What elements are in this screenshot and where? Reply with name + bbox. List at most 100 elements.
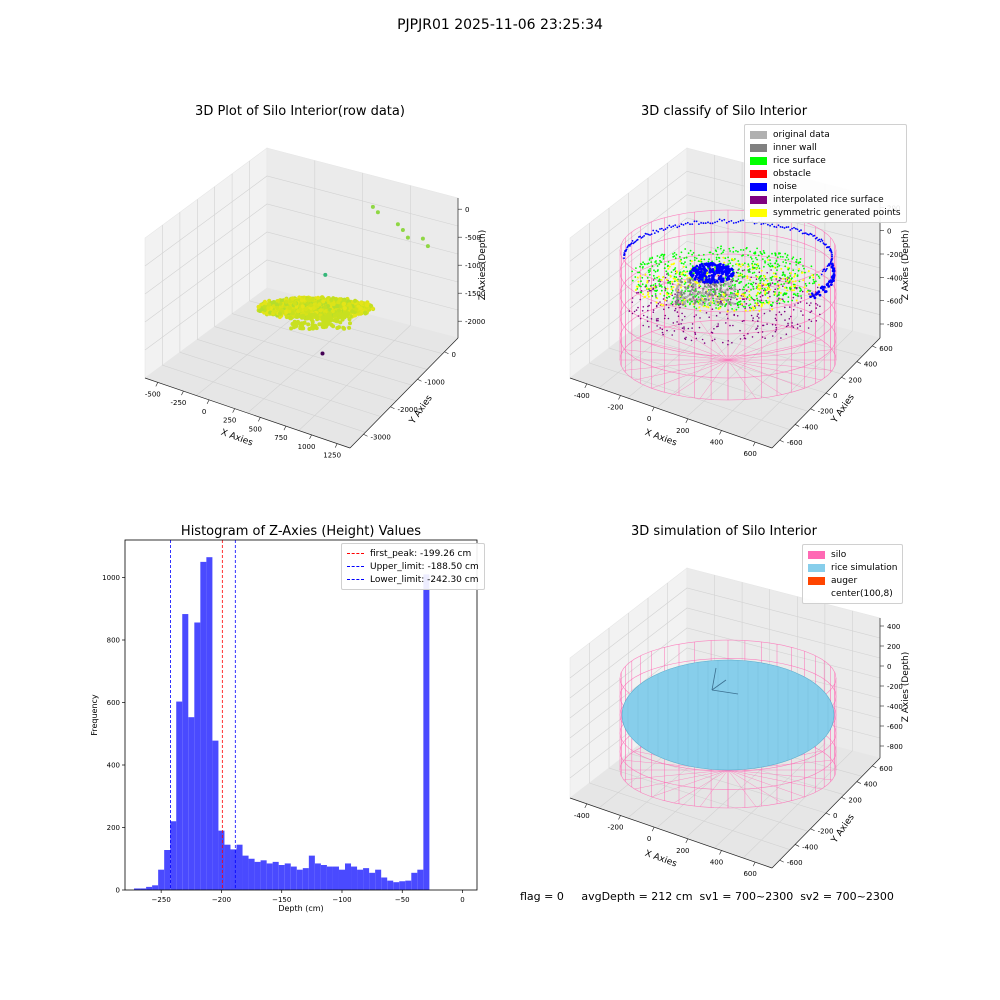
interpolated-point [715,314,718,317]
noise-point [694,267,697,270]
interpolated-point [757,331,760,334]
interpolated-point [776,302,778,305]
surface-point [310,320,315,325]
inner-wall-point [720,294,723,298]
z-tick-label: -600 [887,723,903,731]
symmetric-point [662,276,664,279]
rice-surface-point [718,292,720,295]
interpolated-point [652,311,655,313]
rice-surface-point [784,265,787,268]
interpolated-point [761,336,764,338]
noise-point [709,222,712,225]
legend-swatch [750,156,767,165]
rice-surface-point [687,287,689,290]
legend-swatch [750,208,767,217]
figure-title: PJPJR01 2025-11-06 23:25:34 [397,17,603,33]
interpolated-point [732,324,734,327]
rice-surface-point [779,255,782,258]
interpolated-point [708,316,710,318]
inner-wall-point [728,302,731,305]
interpolated-point [729,324,731,327]
inner-wall-point [718,296,721,299]
interpolated-point [787,324,789,327]
y-tick [856,781,861,784]
inner-wall-point [676,291,679,294]
symmetric-point [664,299,667,302]
inner-wall-point [707,293,710,296]
noise-point [689,274,693,277]
rice-surface-point [756,297,758,300]
noise-point [807,233,810,236]
rice-surface-point [743,262,746,265]
noise-point [678,225,681,228]
rice-surface-point [703,302,706,305]
noise-point [686,221,689,224]
symmetric-point [751,306,754,309]
interpolated-point [761,294,764,297]
rice-surface-point [774,252,777,255]
rice-surface-point [716,246,719,249]
noise-point [689,223,691,226]
noise-point [731,271,735,275]
histogram-bar [381,877,388,890]
symmetric-point [773,275,776,278]
y-tick [841,377,846,380]
symmetric-point [767,287,770,290]
rice-surface-point [755,275,757,277]
symmetric-point [656,297,659,300]
surface-point [298,307,303,312]
x-tick [206,399,210,405]
interpolated-point [628,310,631,312]
z-tick-label: -600 [887,298,903,306]
interpolated-point [674,307,677,310]
rice-surface-point [679,271,682,273]
noise-point [655,229,658,232]
noise-point [623,257,625,260]
noise-point [652,229,655,232]
interpolated-point [775,326,778,329]
x-tick-label: 1250 [323,452,341,460]
interpolated-point [682,330,685,333]
rice-surface-point [749,271,751,273]
interpolated-point [695,337,698,340]
interpolated-point [775,319,778,321]
rice-surface-point [751,272,754,274]
noise-point [769,224,771,227]
rice-surface-point [804,282,807,285]
x-tick [334,443,338,448]
y-tick-label: 600 [879,345,892,353]
noise-point [762,222,765,225]
inner-wall-point [706,285,710,288]
noise-point [809,295,812,298]
surface-point [347,325,352,330]
rice-surface-point [697,296,700,298]
rice-surface-point [667,292,670,295]
histogram-y-axis-label: Frequency [90,694,99,736]
symmetric-point [662,304,665,307]
rice-surface-point [741,288,744,291]
rice-surface-point [665,270,668,273]
interpolated-point [761,285,763,287]
y-tick-label: -400 [802,843,818,851]
symmetric-point [639,275,642,277]
rice-surface-point [653,269,655,272]
surface-point [335,326,340,330]
noise-point [771,223,774,226]
rice-surface-point [731,284,734,287]
rice-surface-point [649,270,651,272]
silo-spoke [634,769,729,790]
symmetric-point [756,304,759,307]
rice-surface-point [712,299,715,302]
noise-point [773,225,776,228]
rice-surface-point [653,277,656,280]
rice-surface-point [753,271,756,274]
inner-wall-point [727,283,730,287]
surface-point [308,303,313,308]
rice-surface-point [749,250,751,253]
raw-3d-plot: -500 -250 0 250 500 750 1000 1250 -3000 -2000 -100… [144,147,488,460]
y-tick [841,797,846,800]
symmetric-point [779,292,782,294]
silo-spoke [634,359,729,381]
noise-point [803,232,806,235]
symmetric-point [785,277,788,280]
